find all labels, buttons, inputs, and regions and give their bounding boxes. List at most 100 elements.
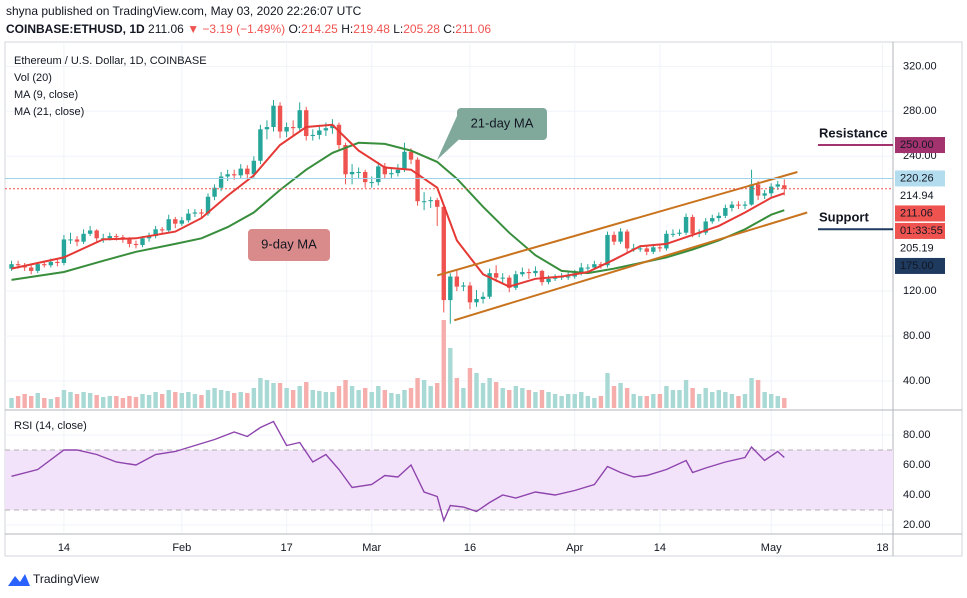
- candle-body: [408, 151, 414, 160]
- volume-bar: [559, 396, 564, 408]
- ohlc-key: L:: [393, 22, 403, 36]
- volume-bar: [304, 382, 309, 408]
- volume-bar: [68, 392, 73, 408]
- candle-body: [690, 216, 695, 234]
- volume-bar: [290, 390, 296, 408]
- volume-bar: [166, 390, 171, 408]
- candle-body: [290, 127, 296, 129]
- x-tick-label: May: [761, 542, 782, 554]
- volume-bar: [755, 380, 761, 408]
- volume-bar: [402, 390, 407, 408]
- volume-bar: [323, 392, 329, 408]
- candle-body: [703, 221, 708, 233]
- candle-body: [376, 166, 381, 183]
- candle-body: [520, 272, 525, 275]
- price-label-box: [895, 137, 945, 154]
- candle-body: [61, 239, 67, 264]
- footer: TradingView: [33, 572, 99, 586]
- countdown: 01:33:55: [900, 225, 943, 237]
- callout-text: 21-day MA: [471, 115, 534, 130]
- candle-body: [618, 231, 623, 242]
- candle-body: [173, 219, 178, 224]
- price-label: 175.00: [900, 260, 934, 272]
- candle-body: [605, 234, 610, 266]
- volume-bar: [677, 390, 682, 408]
- volume-bar: [572, 394, 577, 408]
- volume-bar: [389, 393, 394, 408]
- volume-bar: [533, 392, 538, 408]
- y-tick-label: 120.00: [903, 285, 937, 297]
- volume-bar: [782, 398, 787, 408]
- candle-body: [304, 110, 309, 137]
- price-label: 220.26: [900, 172, 934, 184]
- volume-bar: [493, 382, 499, 408]
- volume-bar: [723, 392, 728, 408]
- candle-body: [415, 159, 420, 202]
- volume-bar: [258, 378, 263, 408]
- candle-body: [533, 270, 538, 274]
- volume-bar: [218, 390, 224, 408]
- published: shyna published on TradingView.com, May …: [6, 4, 362, 18]
- x-tick-label: Mar: [362, 542, 381, 554]
- ohlc-value: 205.28: [403, 22, 440, 36]
- candle-body: [343, 145, 348, 175]
- candle-body: [238, 168, 243, 176]
- volume-bar: [736, 396, 741, 408]
- volume-bar: [87, 393, 93, 408]
- candle-body: [402, 151, 407, 170]
- candle-body: [467, 285, 473, 303]
- candle-body: [500, 277, 505, 279]
- volume-bar: [683, 380, 689, 408]
- volume-bar: [199, 395, 204, 408]
- candle-body: [245, 168, 250, 175]
- candle-body: [782, 185, 787, 189]
- volume-bar: [395, 394, 401, 408]
- volume-bar: [585, 396, 591, 408]
- candle-body: [592, 264, 597, 268]
- price-label: 205.19: [900, 242, 934, 254]
- volume-bar: [775, 396, 780, 408]
- volume-bar: [703, 388, 708, 408]
- ohlc-key: O:: [288, 22, 301, 36]
- volume-bar: [356, 390, 361, 408]
- y-tick-label: 320.00: [903, 60, 937, 72]
- volume-bar: [415, 378, 420, 408]
- candle-body: [474, 298, 479, 303]
- candle-body: [205, 196, 211, 214]
- callout-text: 9-day MA: [261, 236, 317, 251]
- volume-bar: [107, 396, 112, 408]
- x-tick-label: Feb: [172, 542, 191, 554]
- volume-bar: [349, 386, 355, 408]
- volume-bar: [212, 388, 217, 408]
- volume-bar: [592, 398, 597, 408]
- volume-bar: [42, 398, 47, 408]
- ma21-line: [11, 141, 785, 281]
- candle-body: [179, 220, 185, 224]
- volume-bar: [277, 383, 283, 408]
- volume-bar: [507, 390, 512, 408]
- volume-bar: [500, 388, 505, 408]
- volume-bar: [251, 388, 257, 408]
- candle-body: [598, 264, 604, 266]
- volume-bar: [487, 378, 492, 408]
- volume-bar: [232, 393, 237, 408]
- candle-body: [421, 201, 427, 203]
- x-tick-label: 17: [280, 542, 292, 554]
- rsi-band: [5, 449, 893, 511]
- x-tick-label: 18: [876, 542, 888, 554]
- volume-bar: [140, 394, 145, 408]
- volume-bar: [310, 390, 315, 408]
- ohlc-value: 214.25: [301, 22, 338, 36]
- volume-bar: [238, 392, 243, 408]
- volume-bar: [362, 388, 368, 408]
- legend-rsi: RSI (14, close): [14, 420, 87, 432]
- volume-bar: [749, 378, 754, 408]
- candle-body: [493, 273, 499, 278]
- volume-bar: [546, 392, 551, 408]
- candle-body: [729, 204, 735, 208]
- candle-body: [153, 229, 158, 237]
- candle-body: [74, 239, 80, 242]
- countdown-box: [895, 222, 945, 239]
- candle-body: [677, 232, 682, 234]
